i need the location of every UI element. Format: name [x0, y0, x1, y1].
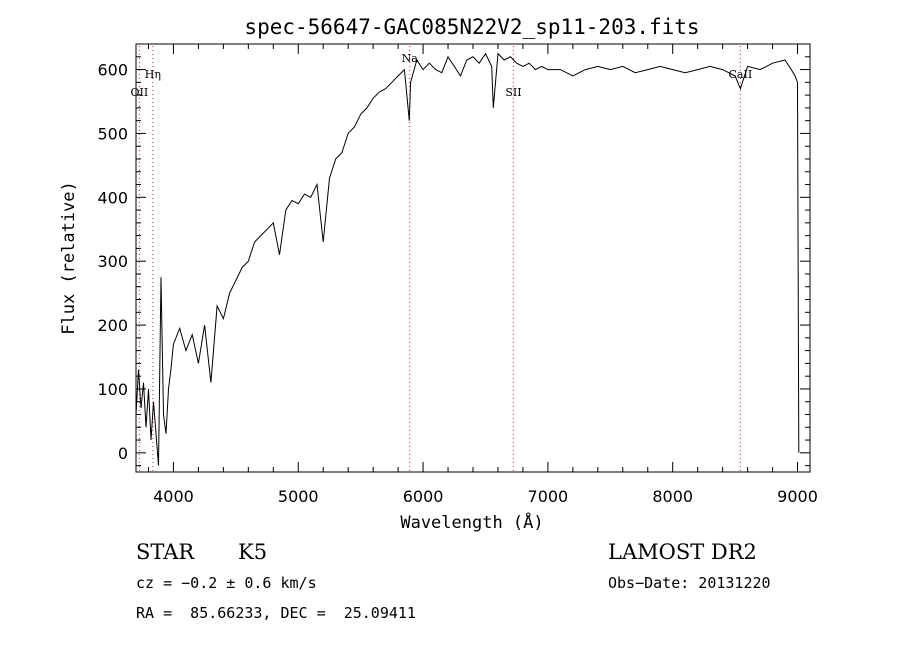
- x-tick-label: 4000: [153, 487, 194, 506]
- survey-name: LAMOST DR2: [608, 540, 757, 564]
- y-tick-label: 200: [97, 316, 128, 335]
- y-axis-label: Flux (relative): [59, 181, 79, 335]
- y-tick-label: 500: [97, 124, 128, 143]
- x-tick-label: 5000: [278, 487, 319, 506]
- y-tick-label: 600: [97, 61, 128, 80]
- redshift-velocity: cz = −0.2 ± 0.6 km/s: [136, 574, 317, 592]
- spectrum-line: [135, 52, 800, 466]
- object-subclass: K5: [238, 540, 268, 564]
- x-tick-label: 7000: [528, 487, 569, 506]
- axis-tick-labels: 4000 5000 6000 7000 8000 9000 0 100 200 300 400 500…: [97, 61, 817, 506]
- line-marker-label: Hη: [145, 68, 161, 81]
- line-marker-label: SII: [505, 86, 521, 99]
- y-tick-label: 0: [118, 444, 128, 463]
- object-class: STAR: [136, 540, 195, 564]
- x-tick-label: 8000: [652, 487, 693, 506]
- y-tick-label: 300: [97, 252, 128, 271]
- x-tick-label: 6000: [403, 487, 444, 506]
- coordinates: RA = 85.66233, DEC = 25.09411: [136, 604, 416, 622]
- x-tick-label: 9000: [777, 487, 818, 506]
- plot-frame: [135, 43, 811, 473]
- y-tick-label: 400: [97, 188, 128, 207]
- line-marker-label: OII: [131, 86, 149, 99]
- axis-ticks: [136, 43, 810, 472]
- observation-date: Obs−Date: 20131220: [608, 574, 771, 592]
- x-axis-label: Wavelength (Å): [400, 511, 543, 533]
- chart-title: spec-56647-GAC085N22V2_sp11-203.fits: [244, 15, 699, 39]
- line-marker-label: Na: [402, 52, 419, 65]
- y-tick-label: 100: [97, 380, 128, 399]
